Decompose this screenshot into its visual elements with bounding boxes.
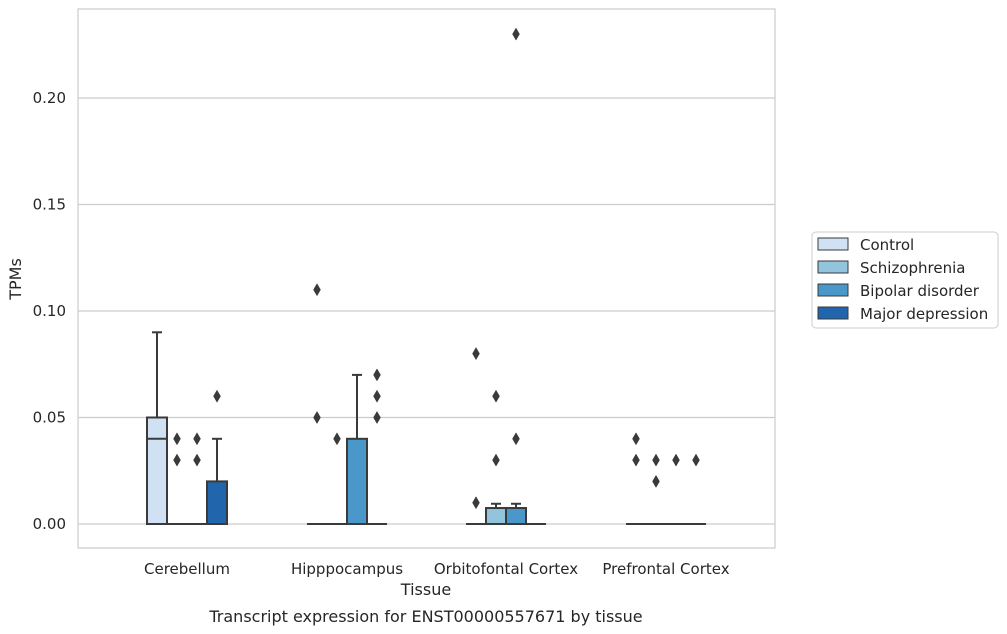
outlier-point [652, 474, 660, 488]
box-schizophrenia [327, 432, 347, 525]
x-tick-label: Cerebellum [144, 560, 230, 578]
legend-frame [811, 231, 999, 329]
legend-swatch [817, 283, 849, 297]
y-tick-label: 0.10 [33, 302, 66, 320]
chart-caption: Transcript expression for ENST0000055767… [208, 607, 642, 626]
outlier-point [213, 389, 221, 403]
x-axis-label: Tissue [400, 580, 451, 599]
outlier-point [472, 347, 480, 361]
outlier-point [652, 453, 660, 467]
box-body [505, 507, 527, 525]
legend-swatch [817, 237, 849, 251]
y-tick-label: 0.15 [33, 196, 66, 214]
outlier-point [512, 27, 520, 41]
box-control [146, 331, 168, 525]
box-major-depression [206, 389, 228, 525]
box-body [485, 507, 507, 525]
legend-label: Control [860, 236, 914, 254]
legend-label: Schizophrenia [860, 259, 965, 277]
outlier-point [193, 432, 201, 446]
box-control [307, 283, 327, 525]
y-tick-label: 0.00 [33, 515, 66, 533]
y-axis-ticks: 0.00 0.05 0.10 0.15 0.20 [33, 89, 66, 533]
x-tick-label: Prefrontal Cortex [602, 560, 729, 578]
legend-label: Bipolar disorder [860, 282, 980, 300]
legend: Control Schizophrenia Bipolar disorder Majo… [811, 231, 999, 329]
outlier-point [492, 453, 500, 467]
outlier-point [333, 432, 341, 446]
outlier-point [632, 453, 640, 467]
outlier-point [692, 453, 700, 467]
outlier-point [173, 432, 181, 446]
box-body [206, 480, 228, 525]
box-body [146, 416, 168, 525]
outlier-point [492, 389, 500, 403]
outlier-point [512, 432, 520, 446]
outlier-point [373, 368, 381, 382]
box-major-depression [367, 368, 387, 525]
legend-swatch [817, 260, 849, 274]
outlier-point [313, 411, 321, 424]
box-bipolar-disorder [187, 432, 207, 525]
box-major-depression [686, 453, 706, 525]
x-tick-label: Orbitofontal Cortex [434, 560, 578, 578]
y-tick-label: 0.20 [33, 89, 66, 107]
legend-swatch [817, 306, 849, 320]
box-schizophrenia [167, 432, 187, 525]
box-body [346, 437, 368, 525]
plot-frame [77, 8, 776, 549]
box-control [626, 432, 646, 525]
legend-label: Major depression [860, 305, 988, 323]
box-control [466, 347, 486, 525]
outlier-point [373, 389, 381, 403]
outlier-point [173, 453, 181, 467]
outlier-point [193, 453, 201, 467]
outlier-point [632, 432, 640, 446]
x-axis-ticks: Cerebellum Hipppocampus Orbitofontal Corte… [144, 560, 730, 578]
x-tick-label: Hipppocampus [291, 560, 403, 578]
outlier-point [672, 453, 680, 467]
box-series [146, 27, 706, 525]
outlier-point [373, 411, 381, 424]
gridlines [78, 97, 775, 525]
outlier-point [313, 283, 321, 297]
outlier-point [472, 496, 480, 510]
box-bipolar-disorder [505, 27, 527, 525]
box-bipolar-disorder [666, 453, 686, 525]
y-tick-label: 0.05 [33, 409, 66, 427]
box-schizophrenia [485, 389, 507, 525]
box-bipolar-disorder [346, 373, 368, 525]
y-axis-label: TPMs [6, 258, 25, 301]
box-schizophrenia [646, 453, 666, 525]
